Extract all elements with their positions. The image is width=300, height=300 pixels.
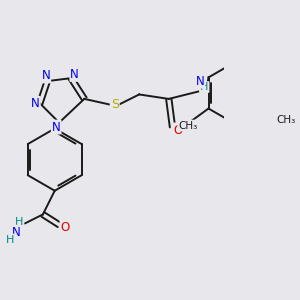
Text: CH₃: CH₃	[277, 115, 296, 124]
Text: H: H	[15, 217, 23, 227]
Text: N: N	[52, 121, 61, 134]
Text: N: N	[41, 69, 50, 82]
Text: N: N	[31, 97, 40, 110]
Text: CH₃: CH₃	[178, 121, 197, 130]
Text: H: H	[200, 82, 208, 92]
Text: N: N	[70, 68, 79, 81]
Text: O: O	[61, 220, 70, 233]
Text: S: S	[111, 98, 119, 111]
Text: O: O	[174, 124, 183, 136]
Text: N: N	[12, 226, 21, 239]
Text: H: H	[6, 235, 14, 244]
Text: N: N	[196, 75, 204, 88]
